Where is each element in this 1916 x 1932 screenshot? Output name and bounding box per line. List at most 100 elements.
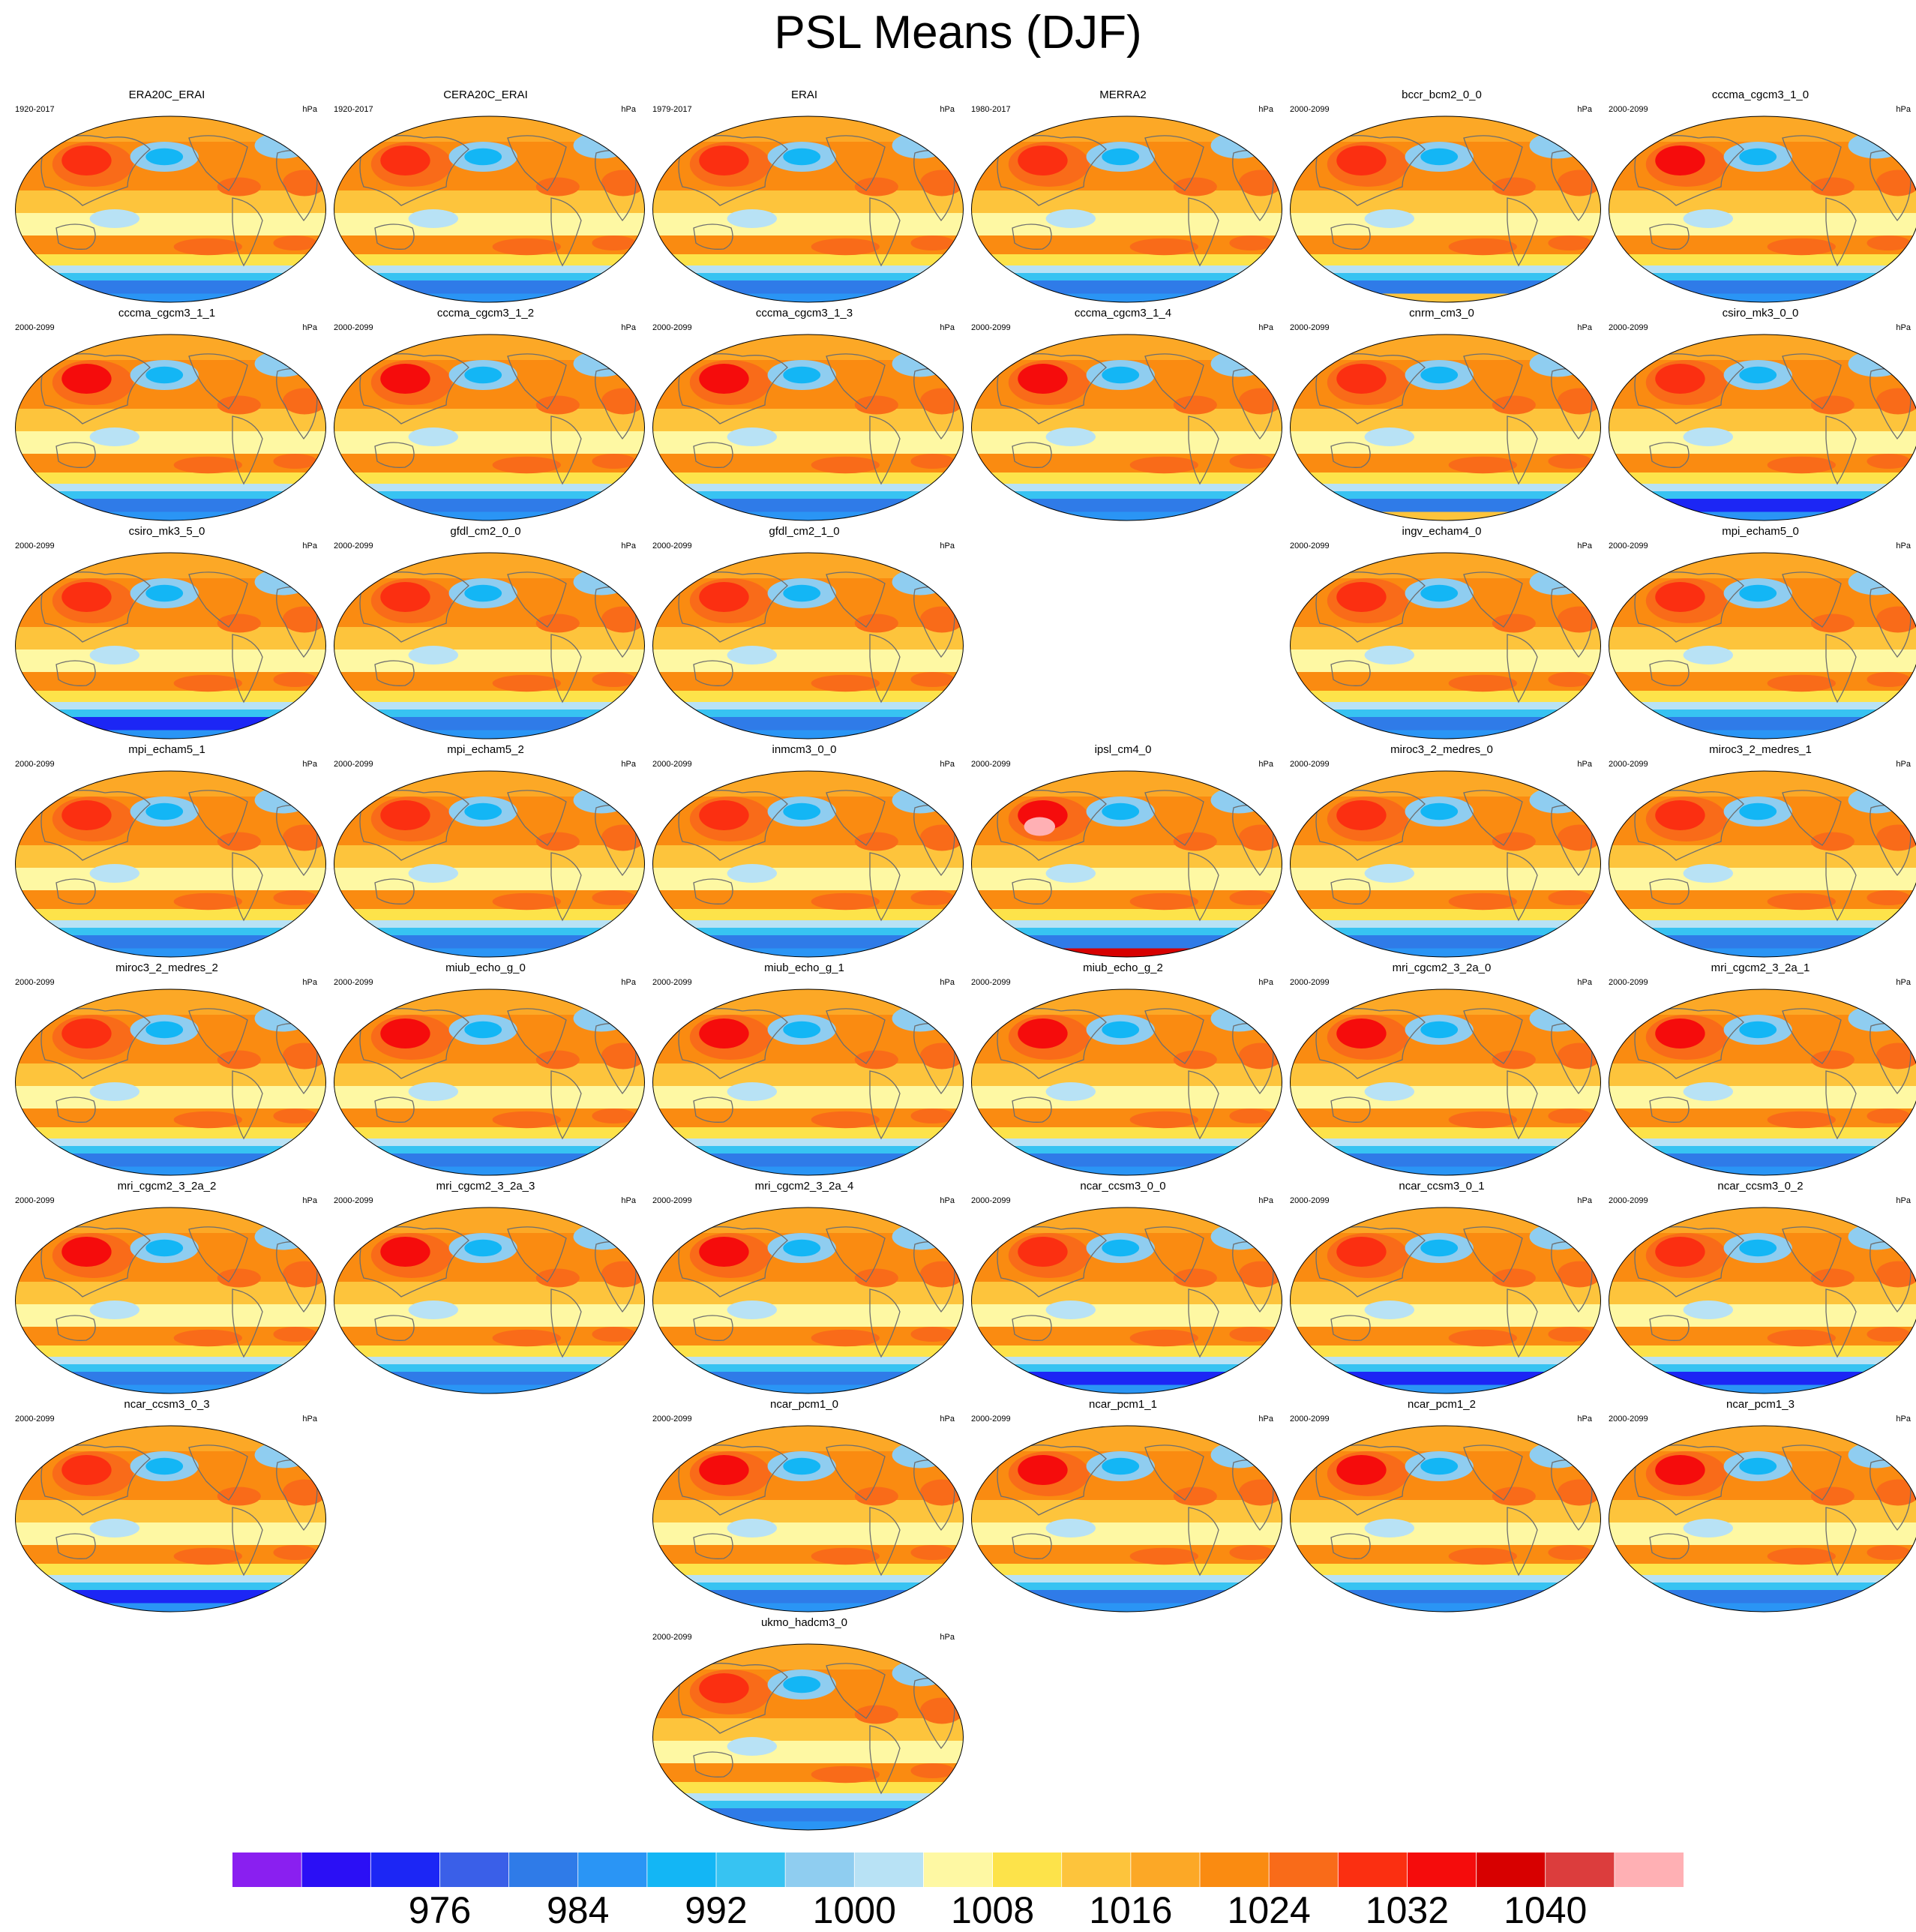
high-pressure-cell [273,454,316,469]
colorbar-tick-label: 1032 [1366,1888,1449,1932]
pressure-band [1609,1564,1916,1576]
pressure-band [1290,1282,1601,1305]
colorbar-tick-label: 1016 [1089,1888,1172,1932]
colorbar-swatch [993,1852,1063,1887]
high-pressure-core [1655,800,1705,830]
panel-years: 2000-2099 [1609,542,1648,550]
low-pressure-cell [727,864,777,883]
map-field [971,116,1282,303]
pressure-band [971,928,1282,936]
pressure-band [652,1146,964,1154]
panel-title: miroc3_2_medres_1 [1601,743,1916,756]
panel-title: ingv_echam4_0 [1282,525,1601,538]
pressure-band [15,273,326,281]
pressure-band [652,770,964,797]
low-pressure-cell [255,1442,311,1468]
pressure-band [652,1425,964,1452]
low-pressure-cell [727,1737,777,1756]
pressure-band [652,1304,964,1328]
pressure-band [1290,627,1601,650]
pressure-band [15,650,326,673]
map-field [652,770,964,958]
map-field [15,770,326,958]
panel-title: csiro_mk3_5_0 [7,525,326,538]
low-pressure-cell [1211,133,1267,159]
panel-years: 2000-2099 [334,542,373,550]
pressure-band [652,1064,964,1087]
low-pressure-cell [90,428,139,446]
panel-units: hPa [940,323,955,332]
low-pressure-cell [1684,1519,1733,1538]
high-pressure-cell [1130,238,1198,256]
pressure-band [334,499,645,512]
pressure-band [652,1385,964,1395]
panel-years: 2000-2099 [971,323,1011,332]
pressure-band [652,1282,964,1305]
high-pressure-core [380,364,430,394]
high-pressure-core [380,800,430,830]
high-pressure-cell [273,1327,316,1342]
panel-units: hPa [621,323,636,332]
panel-years: 2000-2099 [15,1414,55,1424]
pressure-band [1609,1604,1916,1613]
low-pressure-cell [727,1519,777,1538]
high-pressure-cell [1867,1545,1910,1560]
panel-units: hPa [1896,978,1911,987]
pressure-band [1609,1167,1916,1177]
low-pressure-cell [1046,1519,1096,1538]
low-pressure-cell [1849,1442,1905,1468]
high-pressure-cell [1449,238,1517,256]
high-pressure-core [61,1455,111,1485]
panel-units: hPa [1896,760,1911,769]
pressure-band [1609,294,1916,304]
pressure-band [971,1385,1282,1395]
pressure-band [334,1385,645,1395]
pressure-band [334,491,645,500]
panel-units: hPa [621,1196,636,1205]
pressure-band [1609,650,1916,673]
map-field [652,552,964,740]
pressure-band [15,949,326,958]
pressure-band [1290,1364,1601,1372]
high-pressure-cell [910,1545,954,1560]
pressure-band [15,1604,326,1613]
pressure-band [334,691,645,703]
high-pressure-cell [493,1112,561,1129]
pressure-band [1290,499,1601,512]
panel-years: 2000-2099 [15,323,55,332]
low-pressure-cell [90,646,139,664]
pressure-band [971,770,1282,797]
pressure-band [652,484,964,492]
pressure-band [1609,1086,1916,1109]
pressure-band [15,1086,326,1109]
panel-years: 2000-2099 [334,978,373,987]
low-pressure-cell [727,428,777,446]
high-pressure-cell [910,1108,954,1124]
map-field [15,988,326,1176]
pressure-band [1290,710,1601,718]
pressure-band [15,770,326,797]
pressure-band [1290,280,1601,294]
map-field [1609,988,1916,1176]
panel-years: 2000-2099 [15,978,55,987]
high-pressure-core [1018,1455,1067,1485]
pressure-band [1290,1304,1601,1328]
pressure-band [1609,512,1916,522]
pressure-band [334,770,645,797]
pressure-band [1290,1207,1601,1234]
pressure-band [652,1718,964,1742]
pressure-band [15,935,326,949]
panel-units: hPa [940,1633,955,1642]
pressure-band [334,717,645,730]
high-pressure-core [1336,1018,1386,1048]
high-pressure-core [1655,1237,1705,1267]
pressure-band [1609,988,1916,1016]
